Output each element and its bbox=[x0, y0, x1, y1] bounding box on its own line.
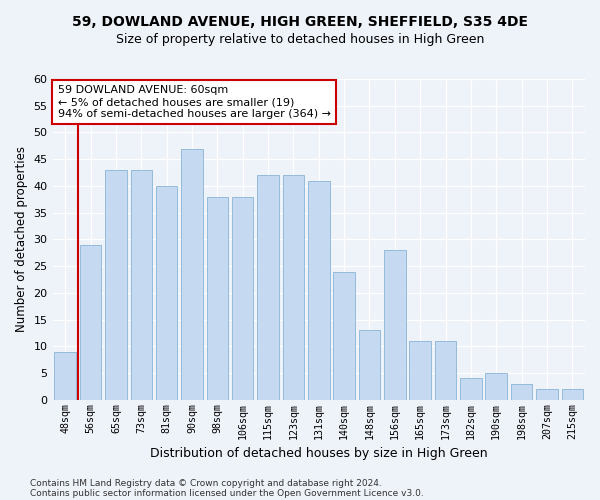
X-axis label: Distribution of detached houses by size in High Green: Distribution of detached houses by size … bbox=[150, 447, 488, 460]
Bar bbox=[409, 341, 431, 400]
Bar bbox=[283, 176, 304, 400]
Text: Size of property relative to detached houses in High Green: Size of property relative to detached ho… bbox=[116, 32, 484, 46]
Bar bbox=[257, 176, 279, 400]
Bar bbox=[562, 389, 583, 400]
Bar bbox=[485, 373, 507, 400]
Bar bbox=[131, 170, 152, 400]
Bar bbox=[156, 186, 178, 400]
Text: 59, DOWLAND AVENUE, HIGH GREEN, SHEFFIELD, S35 4DE: 59, DOWLAND AVENUE, HIGH GREEN, SHEFFIEL… bbox=[72, 15, 528, 29]
Bar bbox=[435, 341, 457, 400]
Bar bbox=[334, 272, 355, 400]
Bar bbox=[206, 196, 228, 400]
Bar bbox=[460, 378, 482, 400]
Bar bbox=[80, 245, 101, 400]
Bar bbox=[181, 148, 203, 400]
Bar bbox=[105, 170, 127, 400]
Bar bbox=[536, 389, 558, 400]
Bar bbox=[511, 384, 532, 400]
Bar bbox=[55, 352, 76, 400]
Text: 59 DOWLAND AVENUE: 60sqm
← 5% of detached houses are smaller (19)
94% of semi-de: 59 DOWLAND AVENUE: 60sqm ← 5% of detache… bbox=[58, 86, 331, 118]
Bar bbox=[232, 196, 253, 400]
Bar bbox=[384, 250, 406, 400]
Text: Contains HM Land Registry data © Crown copyright and database right 2024.: Contains HM Land Registry data © Crown c… bbox=[30, 478, 382, 488]
Bar bbox=[308, 180, 329, 400]
Y-axis label: Number of detached properties: Number of detached properties bbox=[15, 146, 28, 332]
Text: Contains public sector information licensed under the Open Government Licence v3: Contains public sector information licen… bbox=[30, 488, 424, 498]
Bar bbox=[359, 330, 380, 400]
